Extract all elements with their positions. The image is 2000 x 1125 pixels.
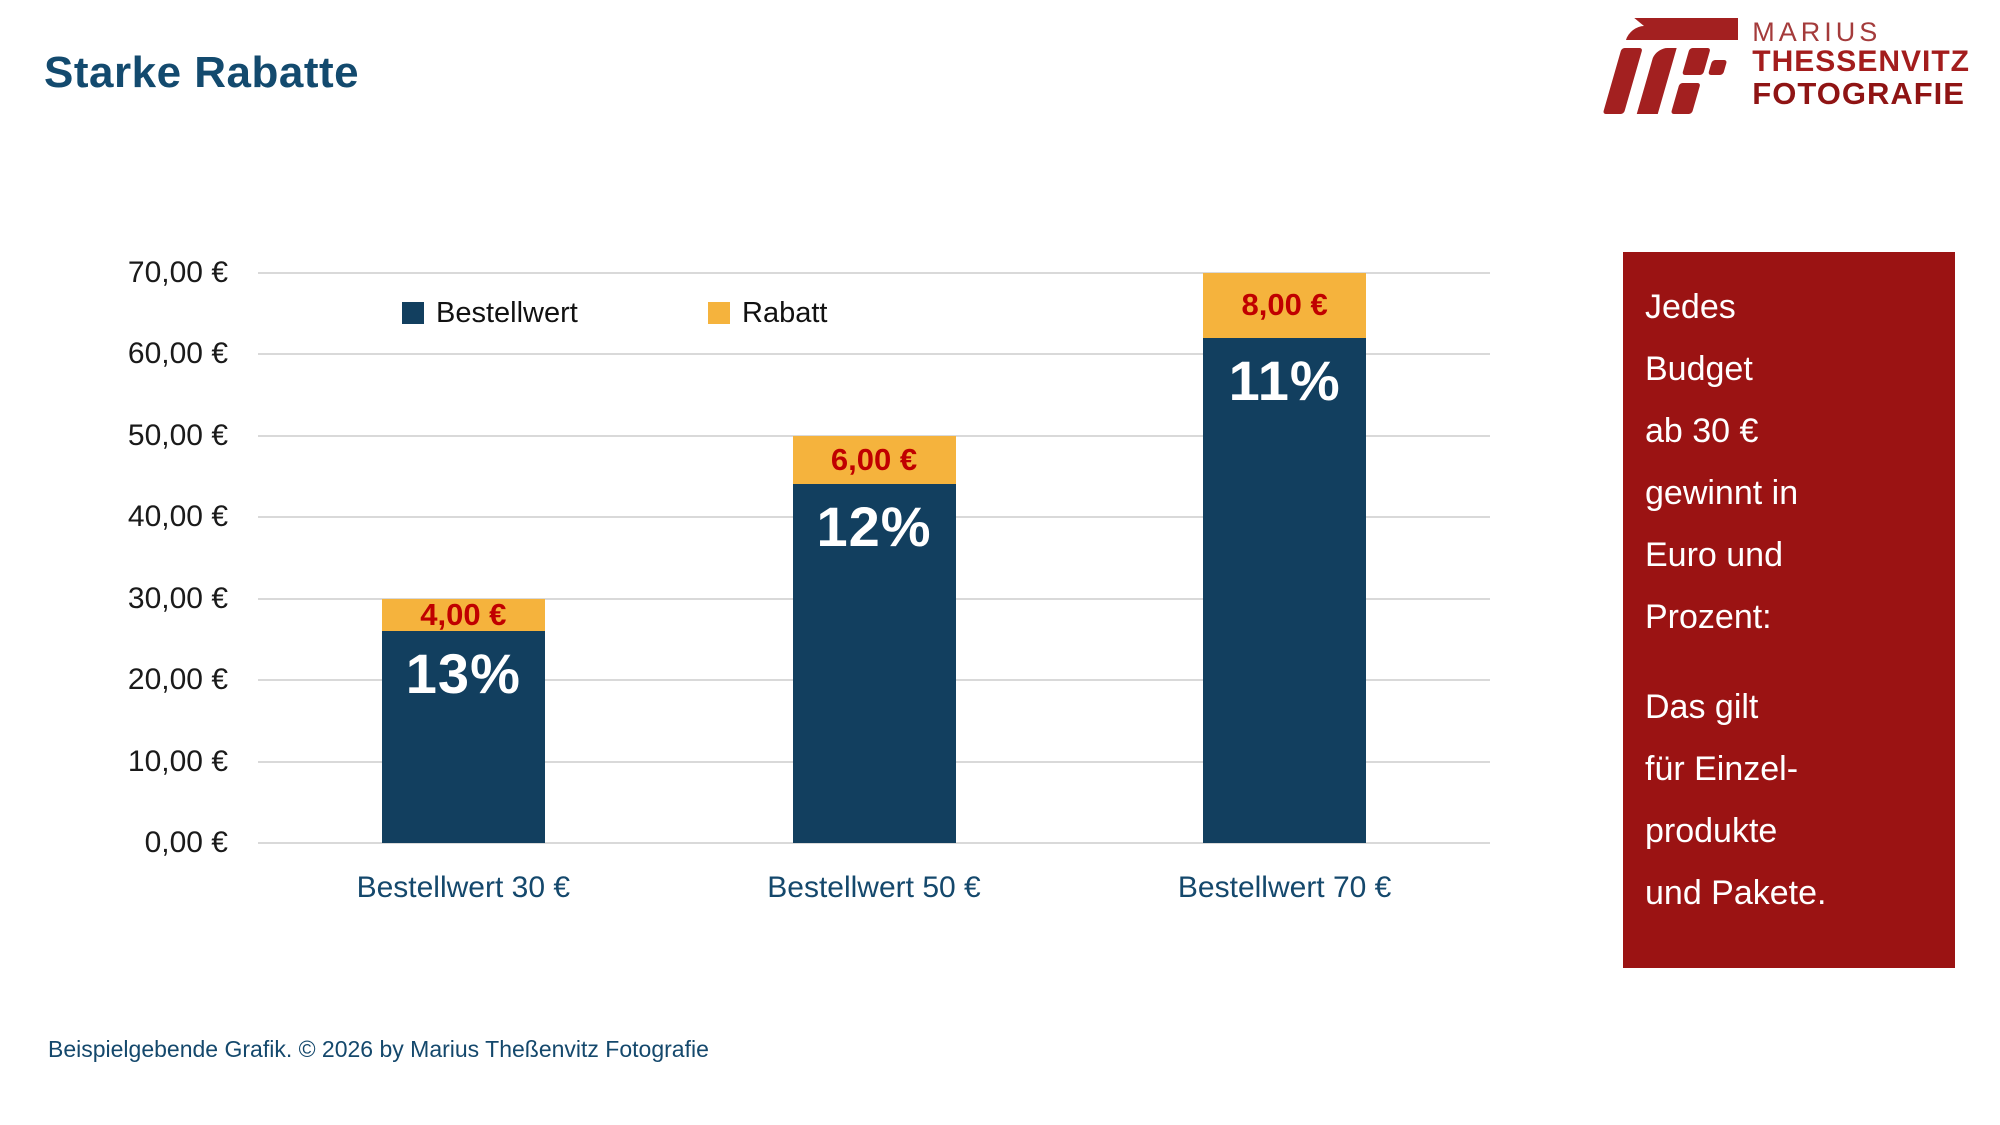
y-tick-label: 10,00 € (127, 744, 228, 778)
bar-segment-rabatt (381, 598, 545, 632)
logo-surname-line: THESSENVITZ (1752, 45, 1970, 79)
y-tick-label: 30,00 € (127, 581, 228, 615)
x-axis-category-label: Bestellwert 30 € (356, 871, 571, 904)
logo-mtf-mark-icon (1603, 18, 1739, 114)
logo-name-line: MARIUS (1752, 17, 1882, 48)
y-gridline (258, 353, 1490, 355)
bar-segment-bestellwert (1203, 337, 1367, 843)
rabatt-value-label: 8,00 € (1241, 287, 1328, 323)
logo-business-line: FOTOGRAFIE (1752, 75, 1965, 111)
callout-paragraph-1: Jedes Budget ab 30 € gewinnt in Euro und Proz… (1645, 276, 1935, 648)
callout-text-line: Das gilt (1645, 688, 1759, 726)
rabatt-value-label: 4,00 € (420, 596, 507, 632)
legend-swatch-bestellwert (402, 302, 424, 324)
callout-text-line: Budget (1645, 350, 1753, 388)
percent-label: 11% (1228, 348, 1341, 412)
callout-text-line: Prozent: (1645, 598, 1772, 636)
callout-paragraph-2: Das gilt für Einzel-produkte und Pakete. (1645, 676, 1935, 924)
bar-segment-rabatt (792, 435, 956, 485)
y-tick-label: 50,00 € (127, 418, 228, 452)
rabatt-value-label: 6,00 € (830, 441, 918, 477)
logo-wordmark: MARIUS THESSENVITZ FOTOGRAFIE (1752, 18, 1970, 110)
y-tick-label: 60,00 € (127, 337, 228, 370)
callout-text-line: produkte (1645, 812, 1778, 850)
legend-item-rabatt: Rabatt (708, 296, 827, 330)
bar-segment-bestellwert (381, 631, 545, 843)
x-axis-category-label: Bestellwert 50 € (767, 871, 981, 904)
footer-note: Beispielgebende Grafik. © 2026 by Marius… (48, 1036, 709, 1062)
callout-box: Jedes Budget ab 30 € gewinnt in Euro und Proz… (1623, 252, 1955, 968)
percent-label: 13% (405, 642, 521, 706)
callout-text-line: ab 30 € (1645, 412, 1759, 450)
legend-label: Bestellwert (436, 297, 578, 329)
callout-text-line: und Pakete. (1645, 874, 1827, 912)
y-tick-label: 0,00 € (144, 826, 228, 859)
bar-segment-bestellwert (792, 484, 956, 843)
callout-text-line: für Einzel- (1645, 750, 1799, 788)
y-gridline (258, 842, 1490, 844)
page-title: Starke Rabatte (44, 48, 360, 97)
y-gridline (258, 271, 1490, 274)
callout-text-line: Jedes (1645, 288, 1736, 326)
x-axis-category-label: Bestellwert 70 € (1177, 871, 1392, 904)
y-tick-label: 70,00 € (127, 255, 228, 289)
percent-label: 12% (816, 495, 932, 559)
legend-label: Rabatt (742, 297, 828, 329)
company-logo: MARIUS THESSENVITZ FOTOGRAFIE (1588, 12, 1970, 116)
callout-text-line: Euro und (1645, 536, 1783, 574)
legend-swatch-rabatt (708, 302, 730, 324)
y-tick-label: 20,00 € (127, 663, 228, 696)
callout-text-line: gewinnt in (1645, 474, 1799, 512)
y-tick-label: 40,00 € (127, 500, 228, 533)
bar-segment-rabatt (1203, 272, 1367, 338)
legend-item-bestellwert: Bestellwert (402, 296, 578, 330)
